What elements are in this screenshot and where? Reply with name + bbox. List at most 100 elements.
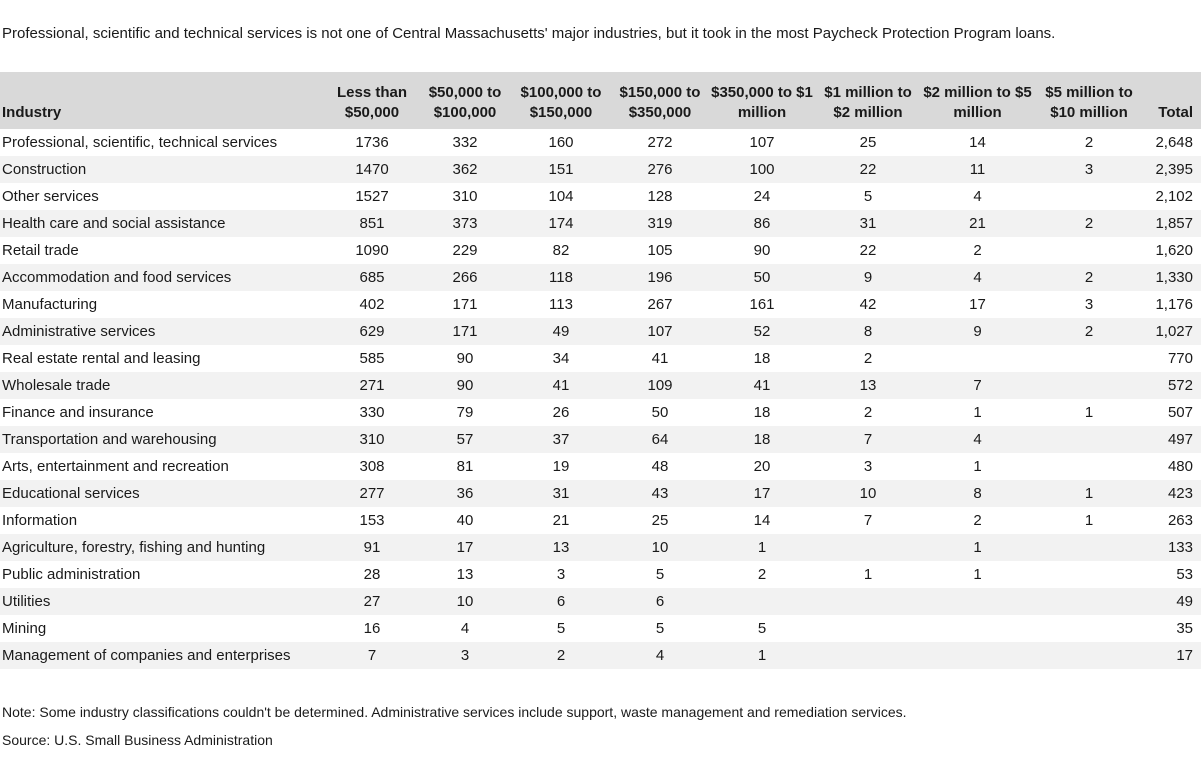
table-header-row: Industry Less than $50,000 $50,000 to $100… — [0, 72, 1201, 129]
value-cell: 17 — [753, 485, 771, 502]
table-row: Retail trade 1090 229 82 105 90 22 2 1,620 — [0, 237, 1201, 264]
value-cell: 2 — [973, 512, 982, 529]
value-cell: 128 — [647, 188, 673, 205]
value-cell — [1033, 588, 1145, 615]
total-cell: 1,027 — [1155, 323, 1193, 340]
value-cell: 24 — [753, 188, 771, 205]
value-cell: 43 — [651, 485, 669, 502]
total-cell: 17 — [1176, 647, 1193, 664]
value-cell: 272 — [647, 134, 673, 151]
value-cell: 10 — [456, 593, 474, 610]
value-cell: 107 — [749, 134, 775, 151]
value-cell: 25 — [651, 512, 669, 529]
value-cell: 171 — [452, 296, 478, 313]
industry-cell: Management of companies and enterprises — [2, 647, 291, 664]
industry-cell: Utilities — [2, 593, 51, 610]
value-cell: 81 — [456, 458, 474, 475]
table-header: Industry Less than $50,000 $50,000 to $100… — [0, 72, 1201, 129]
value-cell: 267 — [647, 296, 673, 313]
total-cell: 2,102 — [1155, 188, 1193, 205]
value-cell: 1 — [757, 647, 767, 664]
value-cell: 41 — [552, 377, 570, 394]
value-cell: 2 — [863, 350, 873, 367]
value-cell: 5 — [655, 620, 665, 637]
table-row: Professional, scientific, technical serv… — [0, 129, 1201, 156]
value-cell: 851 — [359, 215, 385, 232]
note-text: Note: Some industry classifications coul… — [2, 704, 907, 720]
value-cell — [1033, 372, 1145, 399]
value-cell: 4 — [973, 188, 982, 205]
value-cell — [814, 642, 922, 669]
value-cell: 4 — [973, 431, 982, 448]
value-cell: 373 — [452, 215, 478, 232]
value-cell: 109 — [647, 377, 673, 394]
value-cell: 7 — [973, 377, 982, 394]
value-cell: 100 — [749, 161, 775, 178]
value-cell: 5 — [863, 188, 873, 205]
column-header-bracket-6: $1 million to $2 million — [814, 72, 922, 129]
value-cell: 31 — [859, 215, 877, 232]
table-row: Construction 1470 362 151 276 100 22 11 3 2,395 — [0, 156, 1201, 183]
value-cell: 3 — [460, 647, 470, 664]
industry-cell: Educational services — [2, 485, 140, 502]
industry-cell: Health care and social assistance — [2, 215, 226, 232]
industry-cell: Professional, scientific, technical serv… — [2, 134, 278, 151]
value-cell: 319 — [647, 215, 673, 232]
table-row: Manufacturing 402 171 113 267 161 42 17 3 1,176 — [0, 291, 1201, 318]
industry-cell: Public administration — [2, 566, 141, 583]
industry-cell: Retail trade — [2, 242, 79, 259]
value-cell: 90 — [753, 242, 771, 259]
value-cell: 5 — [757, 620, 767, 637]
table-row: Finance and insurance 330 79 26 50 18 2 1 1 507 — [0, 399, 1201, 426]
value-cell: 271 — [359, 377, 385, 394]
value-cell: 3 — [863, 458, 873, 475]
value-cell: 2 — [973, 242, 982, 259]
value-cell: 11 — [969, 161, 986, 178]
column-header-bracket-7: $2 million to $5 million — [922, 72, 1033, 129]
table-row: Information 153 40 21 25 14 7 2 1 263 — [0, 507, 1201, 534]
value-cell: 13 — [456, 566, 474, 583]
total-cell: 1,330 — [1155, 269, 1193, 286]
value-cell: 1 — [757, 539, 767, 556]
value-cell: 14 — [753, 512, 771, 529]
value-cell — [922, 345, 1033, 372]
column-header-bracket-1: Less than $50,000 — [326, 72, 418, 129]
total-cell: 480 — [1167, 458, 1193, 475]
column-header-bracket-2: $50,000 to $100,000 — [418, 72, 512, 129]
value-cell: 1 — [1084, 485, 1094, 502]
table-row: Mining 16 4 5 5 5 35 — [0, 615, 1201, 642]
value-cell: 160 — [548, 134, 574, 151]
value-cell: 161 — [749, 296, 775, 313]
total-cell: 53 — [1176, 566, 1193, 583]
value-cell: 16 — [363, 620, 381, 637]
value-cell: 21 — [552, 512, 570, 529]
value-cell: 1 — [973, 458, 982, 475]
ppp-loans-table: Industry Less than $50,000 $50,000 to $100… — [0, 72, 1201, 669]
value-cell: 2 — [863, 404, 873, 421]
value-cell: 3 — [1084, 161, 1094, 178]
value-cell: 7 — [367, 647, 377, 664]
value-cell: 10 — [651, 539, 669, 556]
total-cell: 1,176 — [1155, 296, 1193, 313]
value-cell: 14 — [969, 134, 986, 151]
value-cell: 91 — [363, 539, 381, 556]
value-cell: 308 — [359, 458, 385, 475]
value-cell: 90 — [456, 377, 474, 394]
value-cell: 1736 — [355, 134, 389, 151]
table-row: Arts, entertainment and recreation 308 81 1… — [0, 453, 1201, 480]
value-cell — [1033, 561, 1145, 588]
value-cell — [1033, 642, 1145, 669]
value-cell: 10 — [859, 485, 877, 502]
value-cell: 26 — [552, 404, 570, 421]
value-cell: 13 — [552, 539, 570, 556]
value-cell: 50 — [651, 404, 669, 421]
value-cell: 17 — [456, 539, 474, 556]
value-cell: 685 — [359, 269, 385, 286]
table-row: Health care and social assistance 851 373 1… — [0, 210, 1201, 237]
industry-cell: Accommodation and food services — [2, 269, 232, 286]
value-cell: 3 — [1084, 296, 1094, 313]
value-cell: 36 — [456, 485, 474, 502]
value-cell: 2 — [1084, 215, 1094, 232]
value-cell — [922, 642, 1033, 669]
value-cell: 8 — [973, 485, 982, 502]
